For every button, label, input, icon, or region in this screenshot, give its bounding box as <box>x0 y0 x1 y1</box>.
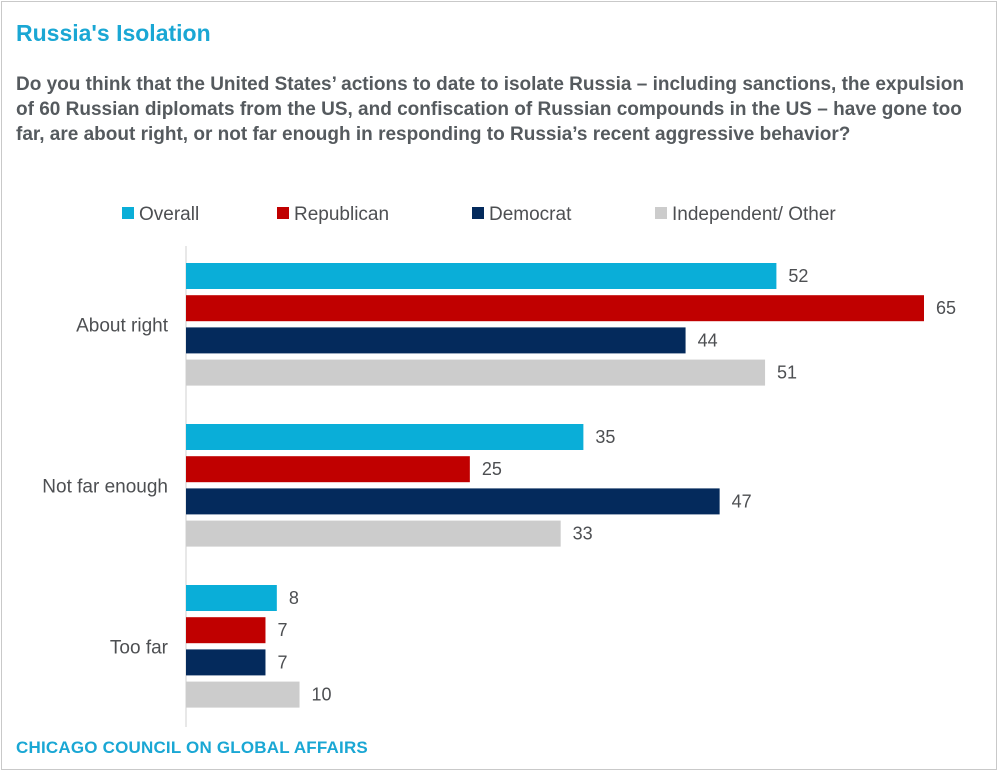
bar-about-right-republican <box>186 295 924 322</box>
legend-label: Independent/ Other <box>672 204 836 225</box>
legend-item-overall: Overall <box>122 204 199 225</box>
value-label: 7 <box>277 652 287 672</box>
legend-label: Democrat <box>489 204 572 225</box>
bars <box>186 263 924 708</box>
legend-label: Republican <box>294 204 389 225</box>
bar-not-far-enough-republican <box>186 456 470 483</box>
legend-label: Overall <box>139 204 199 225</box>
bar-not-far-enough-independent-other <box>186 520 561 547</box>
bar-too-far-republican <box>186 617 266 644</box>
bar-about-right-democrat <box>186 327 686 354</box>
bar-about-right-independent-other <box>186 359 766 386</box>
category-label-not-far-enough: Not far enough <box>42 476 168 497</box>
value-label: 65 <box>936 298 956 318</box>
value-label: 10 <box>312 685 332 705</box>
value-label: 51 <box>777 363 797 383</box>
legend-swatch <box>277 207 289 219</box>
value-label: 47 <box>732 491 752 511</box>
category-label-too-far: Too far <box>110 637 169 658</box>
legend: Overall Republican Democrat Independent/ Ot… <box>122 204 836 225</box>
legend-item-independent-other: Independent/ Other <box>655 204 836 225</box>
source-credit: CHICAGO COUNCIL ON GLOBAL AFFAIRS <box>16 738 368 757</box>
bar-too-far-democrat <box>186 649 266 676</box>
value-label: 44 <box>698 330 718 350</box>
bar-not-far-enough-democrat <box>186 488 720 515</box>
legend-item-democrat: Democrat <box>472 204 572 225</box>
legend-swatch <box>122 207 134 219</box>
bar-not-far-enough-overall <box>186 424 584 450</box>
category-label-about-right: About right <box>76 315 169 336</box>
legend-swatch <box>472 207 484 219</box>
value-label: 25 <box>482 459 502 479</box>
value-label: 7 <box>277 620 287 640</box>
legend-swatch <box>655 207 667 219</box>
bar-too-far-independent-other <box>186 681 300 708</box>
value-label: 52 <box>788 266 808 286</box>
bar-too-far-overall <box>186 585 277 611</box>
legend-item-republican: Republican <box>277 204 389 225</box>
value-label: 33 <box>573 524 593 544</box>
survey-question: Do you think that the United States’ act… <box>16 74 965 145</box>
category-labels: About right Not far enough Too far <box>42 315 168 658</box>
value-label: 8 <box>289 588 299 608</box>
value-label: 35 <box>595 427 615 447</box>
bar-about-right-overall <box>186 263 777 289</box>
chart-title: Russia's Isolation <box>16 20 211 46</box>
